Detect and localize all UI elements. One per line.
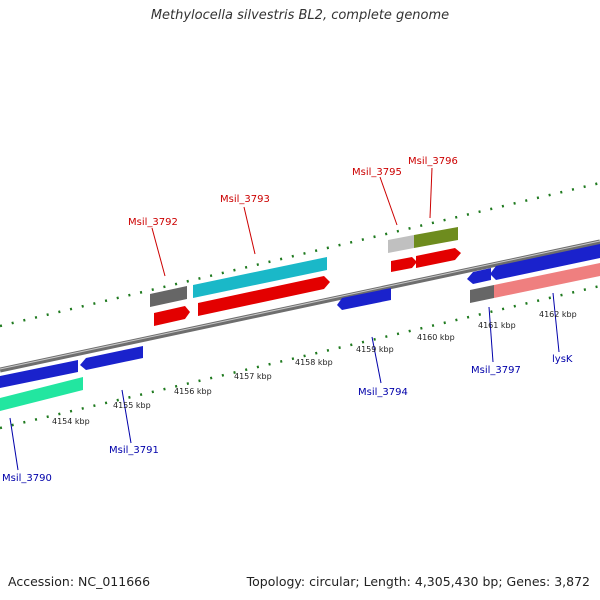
gene-lysk-feature[interactable] <box>490 244 600 298</box>
gene-msil-3797-feature[interactable] <box>467 268 494 303</box>
kbp-label: 4161 kbp <box>478 321 516 330</box>
gene-msil-3792-feature[interactable] <box>150 286 190 326</box>
gene-label-msil-3795[interactable]: Msil_3795 <box>352 167 402 178</box>
gene-msil-3793-feature[interactable] <box>193 257 330 316</box>
kbp-label: 4162 kbp <box>539 310 577 319</box>
topology-label: Topology: circular; Length: 4,305,430 bp… <box>246 574 590 589</box>
kbp-label: 4158 kbp <box>295 358 333 367</box>
kbp-label: 4157 kbp <box>234 372 272 381</box>
kbp-label: 4159 kbp <box>356 345 394 354</box>
forward-gene-labels: Msil_3792 Msil_3793 Msil_3795 Msil_3796 <box>128 156 458 228</box>
kbp-label: 4155 kbp <box>113 401 151 410</box>
gene-label-lysk[interactable]: lysK <box>552 354 573 365</box>
gene-msil-3796-feature[interactable] <box>414 227 461 268</box>
gene-label-msil-3790[interactable]: Msil_3790 <box>2 473 52 484</box>
reverse-gene-labels: Msil_3790 Msil_3791 Msil_3794 Msil_3797 … <box>2 354 573 484</box>
gene-label-msil-3791[interactable]: Msil_3791 <box>109 445 159 456</box>
gene-label-msil-3794[interactable]: Msil_3794 <box>358 387 408 398</box>
map-title: Methylocella silvestris BL2, complete ge… <box>150 8 450 23</box>
kbp-label: 4156 kbp <box>174 387 212 396</box>
gene-label-msil-3792[interactable]: Msil_3792 <box>128 217 178 228</box>
gene-label-msil-3796[interactable]: Msil_3796 <box>408 156 458 167</box>
gene-label-msil-3793[interactable]: Msil_3793 <box>220 194 270 205</box>
kbp-label: 4154 kbp <box>52 417 90 426</box>
gene-label-msil-3797[interactable]: Msil_3797 <box>471 365 521 376</box>
label-leaders <box>9 167 560 471</box>
kbp-label: 4160 kbp <box>417 333 455 342</box>
kbp-labels: 4154 kbp 4155 kbp 4156 kbp 4157 kbp 4158… <box>52 310 577 426</box>
gene-msil-3795-feature[interactable] <box>388 235 417 272</box>
gene-msil-3791-feature[interactable] <box>80 346 143 370</box>
accession-label: Accession: NC_011666 <box>8 574 151 589</box>
forward-features <box>150 227 461 326</box>
genome-backbone <box>0 239 600 373</box>
gene-msil-3790-feature[interactable] <box>0 360 83 411</box>
reverse-features <box>0 244 600 411</box>
gene-msil-3794-feature[interactable] <box>337 288 391 310</box>
